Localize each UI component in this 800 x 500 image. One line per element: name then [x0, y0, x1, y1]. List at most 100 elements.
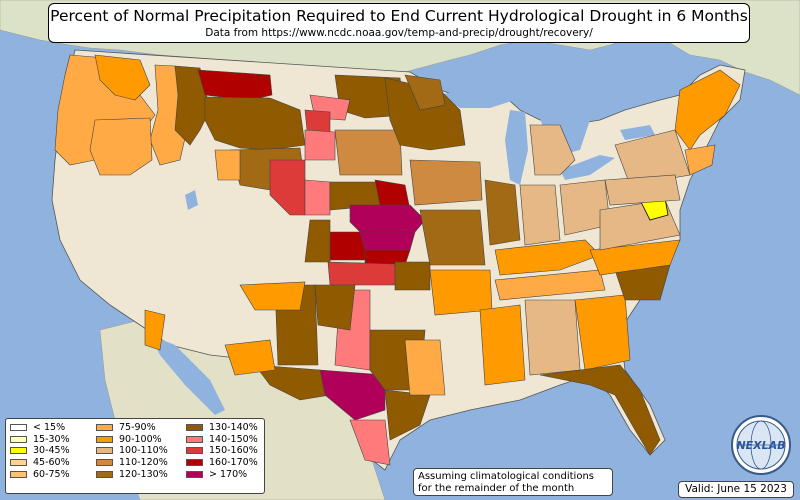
note-line-2: for the remainder of the month	[418, 483, 575, 494]
region-ok-tx-brown	[314, 284, 356, 331]
valid-date: Valid: June 15 2023	[678, 481, 794, 498]
legend-label: 130-140%	[209, 422, 258, 434]
region-ca-south-orange	[144, 309, 166, 351]
note-line-1: Assuming climatological conditions	[418, 471, 594, 482]
legend-swatch	[10, 459, 27, 467]
gulf-of-california	[150, 335, 225, 415]
legend-label: 100-110%	[119, 445, 168, 457]
legend-label: 140-150%	[209, 433, 258, 445]
legend-swatch	[10, 424, 27, 432]
legend-label: 60-75%	[33, 468, 70, 480]
region-ks-magenta	[359, 231, 416, 251]
legend-item: 100-110%	[96, 445, 168, 457]
legend-swatch	[186, 424, 203, 432]
region-nw-ne-orange	[214, 149, 241, 181]
region-ne-col-pink	[304, 179, 331, 216]
region-ga-orange	[574, 294, 631, 371]
lake-michigan	[505, 110, 528, 185]
region-az-orange	[239, 281, 306, 311]
region-tx-pink-south	[349, 419, 391, 466]
title-box: Percent of Normal Precipitation Required…	[48, 3, 750, 43]
legend-item: > 170%	[186, 468, 258, 480]
legend-column-1: < 15% 15-30% 30-45% 45-60% 60-75%	[10, 422, 70, 480]
legend-column-3: 130-140% 140-150% 150-160% 160-170% > 17…	[186, 422, 258, 480]
region-sd-east	[334, 129, 403, 176]
region-montana-red	[197, 69, 273, 101]
legend-label: 110-120%	[119, 457, 168, 469]
legend-swatch	[96, 424, 113, 432]
legend-swatch	[96, 459, 113, 467]
legend-item: 160-170%	[186, 457, 258, 469]
region-al-tan	[524, 299, 581, 376]
region-wa-east	[94, 54, 151, 101]
legend-item: 130-140%	[186, 422, 258, 434]
legend-label: 160-170%	[209, 457, 258, 469]
region-mi-tan	[529, 124, 576, 176]
region-tx-west-brown	[254, 364, 331, 401]
region-ok-red	[327, 261, 396, 286]
region-mn-brown	[384, 77, 466, 151]
legend-item: 140-150%	[186, 434, 258, 446]
region-az-south-orange	[224, 339, 276, 376]
legend-label: 75-90%	[119, 422, 156, 434]
legend-swatch	[186, 459, 203, 467]
lake-superior	[440, 85, 515, 108]
region-il-brown	[484, 179, 521, 246]
lake-erie	[560, 155, 615, 180]
region-nj-orange	[684, 144, 716, 176]
map-subtitle: Data from https://www.ncdc.noaa.gov/temp…	[205, 27, 593, 39]
legend-label: 150-160%	[209, 445, 258, 457]
legend-item: 60-75%	[10, 468, 70, 480]
region-mn-north	[404, 74, 446, 111]
legend-label: > 170%	[209, 468, 248, 480]
legend-label: 45-60%	[33, 457, 70, 469]
map-title: Percent of Normal Precipitation Required…	[50, 7, 748, 25]
region-or-central	[89, 117, 153, 176]
region-fl-brown	[539, 364, 661, 456]
legend-label: < 15%	[33, 422, 66, 434]
legend-swatch	[10, 470, 27, 478]
region-co-brown	[304, 219, 331, 263]
legend-swatch	[96, 447, 113, 455]
region-ok-brown	[394, 261, 431, 291]
nexlab-globe-logo: NEXLAB	[731, 415, 791, 475]
legend-item: < 15%	[10, 422, 70, 434]
legend-column-2: 75-90% 90-100% 100-110% 110-120% 120-130…	[96, 422, 168, 480]
assumption-note: Assuming climatological conditions for t…	[413, 468, 613, 496]
legend-item: 120-130%	[96, 468, 168, 480]
legend-swatch	[186, 435, 203, 443]
legend-swatch	[96, 435, 113, 443]
legend-swatch	[186, 447, 203, 455]
legend-item: 110-120%	[96, 457, 168, 469]
region-ar-orange	[429, 269, 493, 316]
region-pa-tan	[604, 174, 681, 206]
great-salt-lake	[185, 190, 198, 210]
legend-item: 30-45%	[10, 445, 70, 457]
region-ky-orange	[494, 239, 601, 276]
logo-text: NEXLAB	[736, 439, 785, 452]
region-ne-magenta	[349, 204, 426, 233]
region-ia-brown	[409, 159, 483, 206]
legend: < 15% 15-30% 30-45% 45-60% 60-75% 75-90%…	[5, 418, 265, 494]
legend-item: 45-60%	[10, 457, 70, 469]
region-ne-orange	[674, 69, 741, 151]
legend-item: 150-160%	[186, 445, 258, 457]
legend-label: 30-45%	[33, 445, 70, 457]
region-nc-orange	[589, 239, 681, 276]
legend-item: 15-30%	[10, 434, 70, 446]
region-in-tan	[519, 184, 561, 246]
region-sd-pink2	[304, 129, 336, 161]
legend-label: 120-130%	[119, 468, 168, 480]
region-ks-red	[329, 231, 366, 261]
region-mo-brown	[419, 209, 486, 266]
legend-swatch	[10, 447, 27, 455]
region-tx-east-orange	[404, 339, 446, 396]
legend-label: 90-100%	[119, 433, 162, 445]
legend-item: 90-100%	[96, 434, 168, 446]
region-colorado-red	[269, 159, 306, 216]
legend-item: 75-90%	[96, 422, 168, 434]
lake-ontario	[620, 125, 655, 140]
region-tn-orange	[494, 269, 606, 301]
legend-swatch	[10, 435, 27, 443]
